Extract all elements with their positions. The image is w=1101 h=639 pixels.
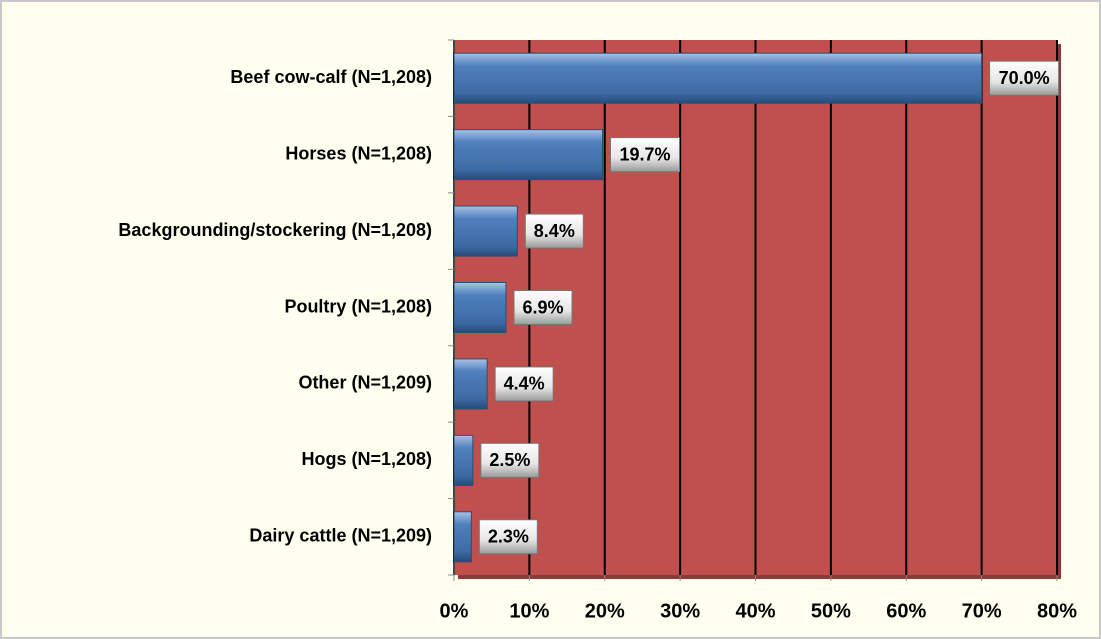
x-tick-label: 40% bbox=[735, 600, 775, 622]
bar bbox=[453, 52, 983, 104]
value-label-box bbox=[609, 137, 680, 173]
x-tick-label: 10% bbox=[509, 600, 549, 622]
x-tick-label: 80% bbox=[1037, 600, 1077, 622]
value-label-box bbox=[524, 213, 584, 249]
x-tick-label: 30% bbox=[660, 600, 700, 622]
value-label-box bbox=[478, 519, 538, 555]
value-label-box bbox=[480, 442, 540, 478]
bar bbox=[453, 358, 488, 410]
x-tick-label: 60% bbox=[886, 600, 926, 622]
value-label-box bbox=[513, 290, 573, 325]
y-tick-label: Beef cow-calf (N=1,208) bbox=[230, 67, 432, 87]
y-tick-label: Other (N=1,209) bbox=[298, 373, 432, 393]
x-tick-label: 70% bbox=[962, 600, 1002, 622]
value-label: 19.7% bbox=[619, 144, 670, 164]
x-tick-label: 20% bbox=[585, 600, 625, 622]
x-tick-label: 50% bbox=[811, 600, 851, 622]
bar bbox=[453, 205, 518, 257]
value-label: 4.4% bbox=[504, 374, 545, 394]
value-label: 2.5% bbox=[489, 450, 530, 470]
y-tick-label: Poultry (N=1,208) bbox=[284, 296, 432, 316]
value-label-box bbox=[494, 366, 554, 402]
y-tick-label: Backgrounding/stockering (N=1,208) bbox=[118, 220, 432, 240]
value-label: 2.3% bbox=[488, 527, 529, 547]
bar bbox=[453, 282, 507, 333]
value-label-box bbox=[989, 60, 1060, 96]
value-label: 70.0% bbox=[999, 68, 1050, 88]
y-tick-label: Hogs (N=1,208) bbox=[301, 449, 432, 469]
bar bbox=[453, 434, 474, 486]
y-tick-label: Dairy cattle (N=1,209) bbox=[249, 526, 432, 546]
y-tick-label: Horses (N=1,208) bbox=[285, 143, 432, 163]
bar bbox=[453, 129, 603, 181]
value-label: 8.4% bbox=[534, 221, 575, 241]
x-tick-label: 0% bbox=[440, 600, 469, 622]
value-label: 6.9% bbox=[522, 297, 563, 317]
bar bbox=[453, 511, 472, 563]
